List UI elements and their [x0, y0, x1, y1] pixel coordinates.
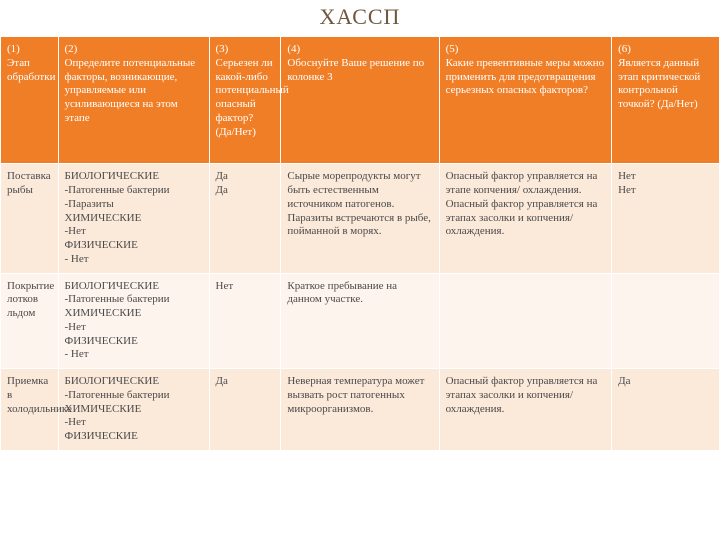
col-header-3: (3) Серьезен ли какой-либо потенциальный…: [209, 37, 281, 164]
cell-serious: Да Да: [209, 164, 281, 273]
table-header-row: (1) Этап обработки (2) Определите потенц…: [1, 37, 720, 164]
cell-serious: Да: [209, 369, 281, 451]
page-title: ХАССП: [0, 4, 720, 30]
cell-factors: БИОЛОГИЧЕСКИЕ -Патогенные бактерии ХИМИЧ…: [58, 369, 209, 451]
col-header-5: (5) Какие превентивные меры можно примен…: [439, 37, 612, 164]
cell-stage: Покрытие лотков льдом: [1, 273, 59, 369]
cell-measures: Опасный фактор управляется на этапе копч…: [439, 164, 612, 273]
cell-measures: [439, 273, 612, 369]
cell-justify: Краткое пребывание на данном участке.: [281, 273, 439, 369]
haccp-table: (1) Этап обработки (2) Определите потенц…: [0, 36, 720, 451]
table-row: Приемка в холодильнике БИОЛОГИЧЕСКИЕ -Па…: [1, 369, 720, 451]
cell-justify: Сырые морепродукты могут быть естественн…: [281, 164, 439, 273]
col-header-1: (1) Этап обработки: [1, 37, 59, 164]
cell-factors: БИОЛОГИЧЕСКИЕ -Патогенные бактерии -Пара…: [58, 164, 209, 273]
col-header-6: (6) Является данный этап критической кон…: [612, 37, 720, 164]
cell-justify: Неверная температура может вызвать рост …: [281, 369, 439, 451]
col-header-2: (2) Определите потенциальные факторы, во…: [58, 37, 209, 164]
slide-container: ХАССП (1) Этап обработки (2) Определите …: [0, 4, 720, 544]
table-row: Поставка рыбы БИОЛОГИЧЕСКИЕ -Патогенные …: [1, 164, 720, 273]
cell-ccp: [612, 273, 720, 369]
cell-serious: Нет: [209, 273, 281, 369]
cell-stage: Приемка в холодильнике: [1, 369, 59, 451]
table-row: Покрытие лотков льдом БИОЛОГИЧЕСКИЕ -Пат…: [1, 273, 720, 369]
cell-ccp: Да: [612, 369, 720, 451]
col-header-4: (4) Обоснуйте Ваше решение по колонке 3: [281, 37, 439, 164]
cell-stage: Поставка рыбы: [1, 164, 59, 273]
cell-ccp: Нет Нет: [612, 164, 720, 273]
cell-measures: Опасный фактор управляется на этапах зас…: [439, 369, 612, 451]
cell-factors: БИОЛОГИЧЕСКИЕ -Патогенные бактерии ХИМИЧ…: [58, 273, 209, 369]
